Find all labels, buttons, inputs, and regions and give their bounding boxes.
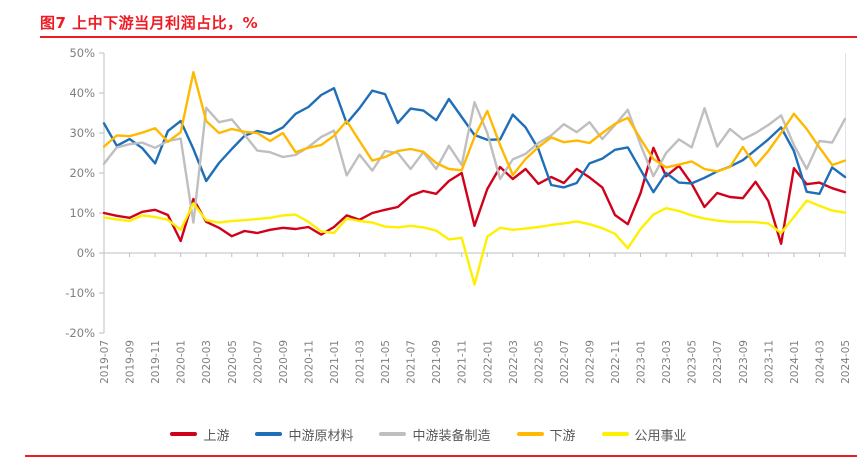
legend-swatch-icon — [170, 432, 198, 436]
chart-canvas: 50% 40% 30% 20% 10% 0% -10% -20% 2019-07 2019-09 2… — [65, 46, 852, 384]
x-tick-label: 2020-05 — [227, 340, 239, 384]
x-tick-label: 2021-05 — [380, 340, 392, 384]
y-tick-label: -20% — [65, 326, 95, 340]
footer-rule — [25, 455, 857, 457]
x-tick-label: 2022-01 — [482, 340, 494, 384]
x-tick-label: 2021-09 — [431, 340, 443, 384]
x-tick-label: 2023-07 — [712, 340, 724, 384]
x-tick-label: 2022-09 — [584, 340, 596, 384]
x-tick-label: 2021-11 — [457, 340, 469, 384]
legend-item-中游原材料: 中游原材料 — [255, 425, 353, 444]
y-tick-label: -10% — [65, 286, 95, 300]
y-tick-label: 0% — [77, 246, 95, 260]
legend-label: 下游 — [549, 428, 576, 444]
series-line-4-公用事业 — [102, 199, 847, 286]
title-rule — [40, 36, 857, 38]
x-tick-label: 2023-03 — [661, 340, 673, 384]
legend-label: 中游装备制造 — [412, 428, 491, 444]
x-tick-label: 2022-05 — [533, 340, 545, 384]
x-tick-label: 2024-01 — [789, 340, 801, 384]
x-tick-label: 2024-05 — [840, 340, 852, 384]
legend-item-下游: 下游 — [516, 425, 576, 444]
legend-swatch-icon — [516, 432, 544, 436]
x-tick-label: 2021-07 — [406, 340, 418, 384]
x-tick-label: 2023-09 — [738, 340, 750, 384]
legend-label: 公用事业 — [634, 428, 687, 444]
y-tick-label: 20% — [69, 166, 95, 180]
x-tick-label: 2022-07 — [559, 340, 571, 384]
x-tick-label: 2024-03 — [814, 340, 826, 384]
x-tick-label: 2022-03 — [508, 340, 520, 384]
x-tick-label: 2022-11 — [610, 340, 622, 384]
y-tick-label: 10% — [69, 206, 95, 220]
y-tick-label: 30% — [69, 126, 95, 140]
x-tick-label: 2019-07 — [99, 340, 111, 384]
x-tick-label: 2019-09 — [125, 340, 137, 384]
series-line-0-上游 — [102, 146, 847, 246]
x-tick-label: 2023-05 — [687, 340, 699, 384]
x-tick-label: 2019-11 — [150, 340, 162, 384]
legend-swatch-icon — [601, 432, 629, 436]
x-tick-label: 2021-03 — [355, 340, 367, 384]
x-tick-label: 2023-01 — [636, 340, 648, 384]
x-tick-label: 2020-11 — [303, 340, 315, 384]
legend-label: 上游 — [203, 428, 230, 444]
legend-item-中游装备制造: 中游装备制造 — [379, 425, 491, 444]
legend-item-上游: 上游 — [170, 425, 229, 444]
legend-item-公用事业: 公用事业 — [601, 425, 687, 444]
y-tick-label: 50% — [69, 46, 95, 60]
y-tick-label: 40% — [69, 86, 95, 100]
x-tick-label: 2020-07 — [252, 340, 264, 384]
x-tick-label: 2020-01 — [176, 340, 188, 384]
legend-label: 中游原材料 — [288, 428, 354, 444]
x-tick-label: 2020-03 — [201, 340, 213, 384]
page-title: 图7 上中下游当月利润占比，% — [40, 14, 259, 32]
series-line-2-中游装备制造 — [102, 101, 847, 224]
legend-swatch-icon — [379, 432, 407, 436]
x-tick-label: 2021-01 — [329, 340, 341, 384]
x-tick-label: 2023-11 — [763, 340, 775, 384]
series-line-3-下游 — [102, 71, 847, 177]
profit-share-chart: 50% 40% 30% 20% 10% 0% -10% -20% 2019-07 2019-09 2… — [0, 40, 857, 420]
chart-legend: 上游 中游原材料 中游装备制造 下游 公用事业 — [0, 424, 857, 444]
x-tick-label: 2020-09 — [278, 340, 290, 384]
legend-swatch-icon — [255, 432, 283, 436]
